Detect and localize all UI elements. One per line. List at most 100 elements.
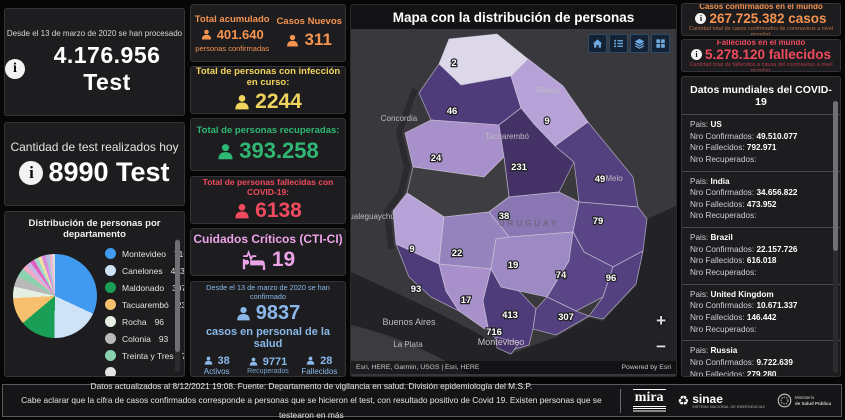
dept-value-artigas: 2	[451, 58, 456, 69]
panel-world-confirmed: Casos confirmados en el mundo i 267.725.…	[681, 3, 841, 36]
dept-montevideo[interactable]	[495, 336, 520, 355]
person-icon	[234, 94, 250, 110]
dept-lavalleja[interactable]	[546, 231, 614, 312]
accumulated-caption: personas confirmadas	[195, 43, 270, 53]
dept-value-lavalleja: 74	[556, 270, 567, 281]
active-value: 2244	[255, 90, 302, 113]
critical-title: Cuidados Críticos (CTI-CI)	[193, 232, 343, 246]
active-title: Total de personas con infección en curso…	[195, 66, 341, 88]
deaths-title: Total de personas fallecidas con COVID-1…	[202, 177, 334, 197]
sinae-icon: ♻	[677, 393, 690, 408]
layers-button[interactable]	[630, 34, 649, 53]
home-button[interactable]	[588, 34, 607, 53]
dept-value-canelones: 413	[502, 310, 518, 321]
footer-line2: Cabe aclarar que la cifra de casos confi…	[21, 395, 602, 420]
city-label-la-plata: La Plata	[393, 340, 423, 349]
accumulated-title: Total acumulado	[194, 13, 270, 25]
legend-item: Maldonado307	[105, 282, 184, 293]
legend-item: Treinta y Tres79	[105, 350, 184, 361]
dept-canelones[interactable]	[482, 268, 537, 352]
sinae-logo: ♻ sinae SISTEMA NACIONAL DE EMERGENCIAS	[677, 391, 765, 409]
dept-value-soriano: 9	[409, 244, 414, 255]
dept-value-maldonado: 307	[558, 312, 574, 323]
zoom-in-button[interactable]: +	[656, 311, 666, 330]
footer-bar: Datos actualizados al 8/12/2021 19:08. F…	[2, 381, 842, 420]
health-deaths-label: Fallecidos	[301, 366, 338, 376]
person-icon	[286, 34, 299, 47]
legend-item: Montevideo716	[105, 248, 184, 259]
health-active-value: 38	[217, 354, 230, 367]
basemap-button[interactable]	[651, 34, 670, 53]
map-canvas[interactable]: + −	[351, 29, 676, 374]
panel-recovered: Total de personas recuperadas: 393.258	[190, 118, 346, 171]
zoom-out-button[interactable]: −	[656, 337, 666, 356]
country-row-united-kingdom: Pais: United Kingdom Nro Confirmados: 10…	[682, 283, 840, 341]
dept-value-durazno: 38	[499, 211, 510, 222]
hospital-bed-icon	[241, 250, 267, 270]
city-label-rivera: Rivera	[536, 86, 560, 95]
city-label-buenos-aires: Buenos Aires	[382, 317, 436, 327]
footer-line1: Datos actualizados al 8/12/2021 19:08. F…	[90, 381, 533, 392]
home-icon	[592, 38, 603, 49]
world-confirmed-title: Casos confirmados en el mundo	[699, 3, 823, 11]
legend-swatch	[105, 350, 116, 361]
country-row-india: Pais: India Nro Confirmados: 34.656.822 …	[682, 170, 840, 228]
panel-distribution: Distribución de personas por departament…	[4, 211, 185, 377]
legend-item: Colonia 93	[105, 333, 184, 344]
world-deaths-subtitle: Cantidad total de fallecidos a causa del…	[689, 61, 833, 72]
legend-item: Rocha 96	[105, 316, 184, 327]
legend-swatch	[105, 248, 116, 259]
legend-button[interactable]	[609, 34, 628, 53]
person-icon	[201, 29, 212, 40]
person-icon	[306, 356, 315, 365]
dept-value-rocha: 96	[606, 273, 617, 284]
tests-total-value: 4.176.956 Test	[53, 41, 161, 95]
tests-today-title: Cantidad de test realizados hoy	[10, 140, 179, 154]
panel-health-workers: Desde el 13 de marzo de 2020 se han conf…	[190, 281, 346, 377]
panel-deaths: Total de personas fallecidas con COVID-1…	[190, 176, 346, 224]
tests-today-value: 8990 Test	[48, 157, 170, 187]
legend-swatch	[105, 299, 116, 310]
legend-swatch	[105, 316, 116, 327]
accumulated-value: 401.640	[216, 26, 264, 42]
legend-scrollbar[interactable]	[175, 238, 180, 372]
person-icon	[249, 357, 258, 366]
world-deaths-value: 5.278.120 fallecidos	[704, 46, 832, 62]
panel-critical-care: Cuidados Críticos (CTI-CI) 19	[190, 228, 346, 276]
city-label-melo: Melo	[605, 174, 623, 183]
dept-maldonado[interactable]	[532, 296, 590, 336]
person-icon	[204, 356, 213, 365]
health-active-label: Activos	[203, 366, 230, 376]
mira-logo: mira	[632, 388, 666, 413]
dept-value-tacuarembo: 231	[511, 162, 528, 173]
health-deaths-value: 28	[320, 354, 333, 367]
world-confirmed-subtitle: Cantidad total de casos confirmados de c…	[689, 25, 833, 36]
dept-value-cerro-largo: 49	[595, 174, 606, 185]
recovered-value: 393.258	[239, 138, 319, 163]
uruguay-choropleth: Rivera Concordia Tacuarembó Melo Gualegu…	[351, 29, 676, 374]
recovered-title: Total de personas recuperadas:	[196, 125, 340, 136]
tests-total-subtitle: Desde el 13 de marzo de 2020 se han proc…	[6, 28, 183, 38]
dept-value-flores: 22	[452, 248, 463, 259]
country-row-us: Pais: US Nro Confirmados: 49.510.077 Nro…	[682, 114, 840, 171]
info-icon: i	[19, 160, 44, 185]
city-label-montevideo: Montevideo	[478, 337, 525, 347]
panel-active-cases: Total de personas con infección en curso…	[190, 66, 346, 114]
dept-value-salto: 46	[447, 106, 458, 117]
panel-world-deaths: Fallecidos en el mundo i 5.278.120 falle…	[681, 39, 841, 72]
person-icon	[234, 203, 250, 219]
info-icon: i	[690, 48, 702, 60]
country-row-russia: Pais: Russia Nro Confirmados: 9.722.639 …	[682, 340, 840, 376]
panel-world-data: Datos mundiales del COVID-19 Pais: US Nr…	[681, 76, 841, 377]
critical-value: 19	[271, 248, 296, 271]
country-label-uruguay: URUGUAY	[499, 219, 559, 228]
dept-value-rivera: 9	[544, 116, 549, 127]
panel-map: Mapa con la distribución de personas + −	[350, 4, 677, 377]
world-deaths-title: Fallecidos en el mundo	[716, 39, 806, 47]
dept-rocha[interactable]	[588, 250, 644, 320]
country-row-brazil: Pais: Brazil Nro Confirmados: 22.157.726…	[682, 227, 840, 284]
world-data-title: Datos mundiales del COVID-19	[690, 84, 832, 108]
health-recovered-value: 9771	[262, 355, 288, 368]
world-data-scrollbar[interactable]	[833, 101, 838, 373]
